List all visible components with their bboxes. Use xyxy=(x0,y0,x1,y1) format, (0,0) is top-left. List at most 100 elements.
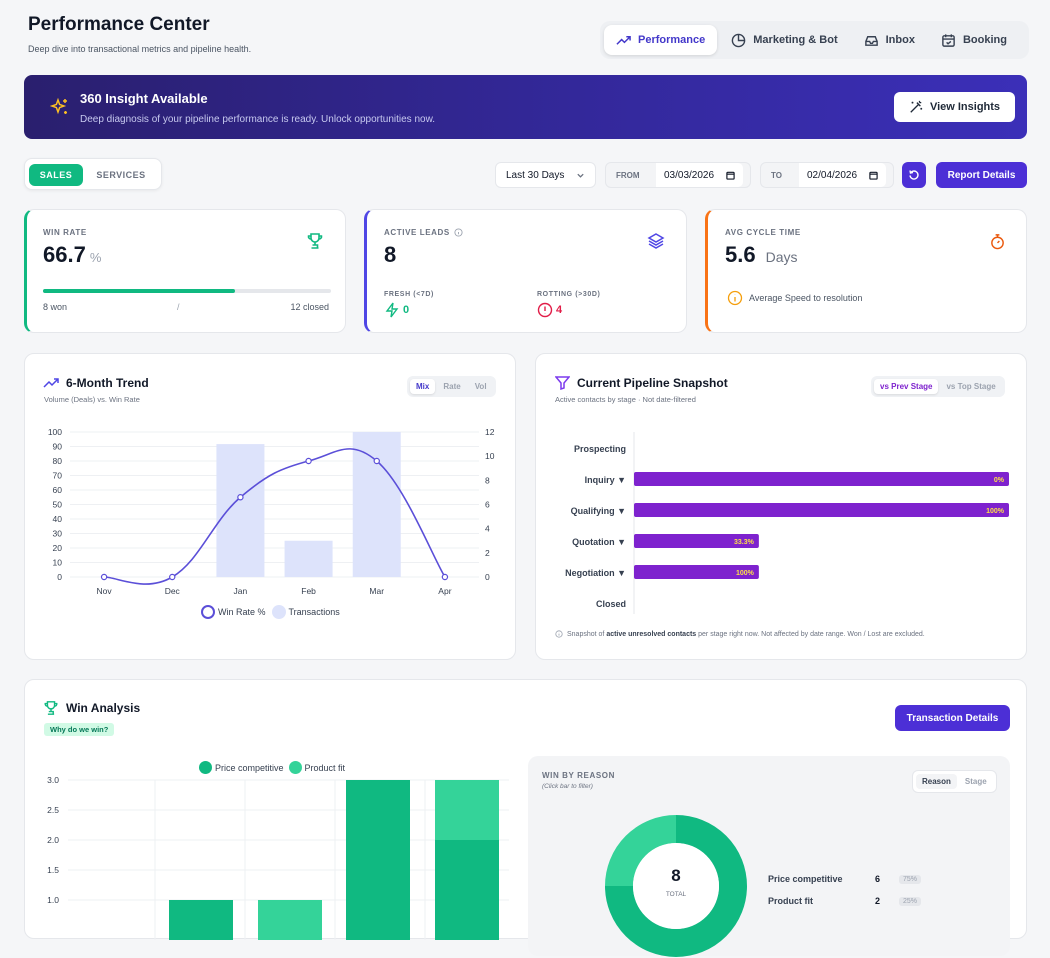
banner-title: 360 Insight Available xyxy=(80,91,208,106)
segment-services[interactable]: SERVICES xyxy=(96,170,146,180)
banner-text: Deep diagnosis of your pipeline performa… xyxy=(80,114,436,125)
legend-swatch-product[interactable] xyxy=(288,761,302,774)
y-right-tick-label: 8 xyxy=(485,475,490,485)
trend-chart: 0 10 20 30 40 50 60 70 80 90 100 0 2 4 6 8 10 12 Nov Dec Jan… xyxy=(48,427,495,596)
reason-stage-toggle: Reason Stage xyxy=(912,770,997,793)
trend-tab-mix[interactable]: Mix xyxy=(410,379,436,394)
tab-vs-prev-stage[interactable]: vs Prev Stage xyxy=(874,379,939,394)
avg-cycle-label: AVG CYCLE TIME xyxy=(725,228,801,237)
legend-label-win-rate: Win Rate % xyxy=(218,607,266,617)
x-tick-label: Dec xyxy=(165,586,181,596)
y-right-tick-label: 0 xyxy=(485,572,490,582)
refresh-button[interactable] xyxy=(902,162,926,188)
active-leads-label-group: ACTIVE LEADS xyxy=(384,228,463,237)
legend-swatch-transactions[interactable] xyxy=(271,605,286,619)
trophy-icon xyxy=(44,701,58,715)
win-rate-point xyxy=(169,573,176,581)
active-leads-value: 8 xyxy=(384,242,397,267)
win-analysis-card: Win Analysis Why do we win? Transaction … xyxy=(24,679,1027,957)
legend-swatch-win-rate[interactable] xyxy=(201,605,215,619)
reason-name: Product fit xyxy=(768,896,813,906)
win-rate-progress-fill xyxy=(43,289,236,293)
y-left-tick-label: 90 xyxy=(53,442,63,452)
trend-tab-vol[interactable]: Vol xyxy=(474,382,487,391)
trend-title: 6-Month Trend xyxy=(66,376,149,390)
win-rate-point xyxy=(373,457,380,465)
transactions-bar xyxy=(284,540,333,577)
trend-card: 6-Month Trend Volume (Deals) vs. Win Rat… xyxy=(24,353,516,660)
tab-label: Performance xyxy=(638,34,706,46)
info-icon xyxy=(555,630,563,638)
tab-performance[interactable]: Performance xyxy=(604,25,718,55)
donut-slice xyxy=(605,815,677,887)
fresh-value-group: 0 xyxy=(384,302,409,318)
from-date-field[interactable]: FROM 03/03/2026 xyxy=(605,162,751,188)
page-title: Performance Center xyxy=(28,14,210,35)
tab-reason[interactable]: Reason xyxy=(916,774,957,789)
product-fit-bar xyxy=(435,780,499,840)
tab-vs-top-stage[interactable]: vs Top Stage xyxy=(946,382,996,391)
nav-tabs: Performance Marketing & Bot Inbox Bookin… xyxy=(600,21,1029,59)
calendar-icon[interactable] xyxy=(726,171,735,180)
calendar-icon[interactable] xyxy=(869,171,878,180)
donut-hole xyxy=(633,843,719,929)
avg-cycle-value-group: 5.6 Days xyxy=(725,242,798,268)
stage-bar xyxy=(634,503,1009,517)
chevron-down-icon xyxy=(577,173,585,178)
tab-marketing-bot[interactable]: Marketing & Bot xyxy=(719,25,849,55)
x-tick-label: Jan xyxy=(234,586,248,596)
fresh-label: FRESH (<7D) xyxy=(384,291,434,298)
transaction-details-button[interactable]: Transaction Details xyxy=(895,705,1010,731)
x-tick-label: Feb xyxy=(301,586,316,596)
y-right-tick-label: 12 xyxy=(485,427,495,437)
trend-tab-rate[interactable]: Rate xyxy=(443,382,461,391)
stage-label: Qualifying ▼ xyxy=(571,506,626,516)
rotting-value: 4 xyxy=(556,304,563,316)
pipeline-compare-toggle: vs Prev Stage vs Top Stage xyxy=(871,376,1005,397)
trend-subtitle: Volume (Deals) vs. Win Rate xyxy=(44,395,140,404)
to-date-field[interactable]: TO 02/04/2026 xyxy=(760,162,894,188)
trend-view-toggle: Mix Rate Vol xyxy=(407,376,496,397)
win-rate-value: 66.7 xyxy=(43,242,86,267)
x-tick-label: Mar xyxy=(369,586,384,596)
win-rate-label: WIN RATE xyxy=(43,228,87,237)
stage-label: Prospecting xyxy=(574,444,626,454)
stage-bar xyxy=(634,534,759,548)
x-tick-label: Apr xyxy=(438,586,451,596)
transactions-bar xyxy=(352,432,401,577)
why-we-win-badge: Why do we win? xyxy=(44,723,115,736)
insight-banner: 360 Insight Available Deep diagnosis of … xyxy=(24,75,1027,139)
tab-stage[interactable]: Stage xyxy=(964,777,987,786)
tab-inbox[interactable]: Inbox xyxy=(852,25,927,55)
magic-wand-icon xyxy=(910,100,923,113)
report-details-button[interactable]: Report Details xyxy=(936,162,1027,188)
y-left-tick-label: 70 xyxy=(53,471,63,481)
reason-row-price[interactable]: Price competitive 6 75% xyxy=(768,868,968,890)
avg-cycle-note-group: Average Speed to resolution xyxy=(727,290,862,306)
reason-count: 6 xyxy=(875,874,881,884)
tab-booking[interactable]: Booking xyxy=(929,25,1019,55)
win-rate-point xyxy=(237,494,244,501)
footnote-post: per stage right now. Not affected by dat… xyxy=(696,630,925,638)
reason-pct: 25% xyxy=(899,896,922,906)
stopwatch-icon xyxy=(991,234,1004,250)
stage-label: Inquiry ▼ xyxy=(585,475,626,485)
donut-total-label: TOTAL xyxy=(665,891,687,898)
segment-sales[interactable]: SALES xyxy=(29,164,83,186)
y-tick-label: 3.0 xyxy=(47,775,59,785)
legend-swatch-price[interactable] xyxy=(199,761,212,774)
page-subtitle: Deep dive into transactional metrics and… xyxy=(28,44,252,54)
reason-row-product[interactable]: Product fit 2 25% xyxy=(768,890,968,912)
info-icon[interactable] xyxy=(454,228,463,237)
y-left-tick-label: 60 xyxy=(53,485,63,495)
win-by-reason-hint: (Click bar to filter) xyxy=(542,783,593,790)
footnote-bold: active unresolved contacts xyxy=(606,630,697,638)
tab-label: Marketing & Bot xyxy=(753,34,838,46)
view-insights-button[interactable]: View Insights xyxy=(894,92,1015,122)
win-analysis-title: Win Analysis xyxy=(66,701,141,715)
footnote-pre: Snapshot of xyxy=(567,630,607,638)
legend-label-product: Product fit xyxy=(304,762,346,773)
reason-name: Price competitive xyxy=(768,874,843,884)
y-right-tick-label: 6 xyxy=(485,500,490,510)
date-range-select[interactable]: Last 30 Days xyxy=(495,162,596,188)
